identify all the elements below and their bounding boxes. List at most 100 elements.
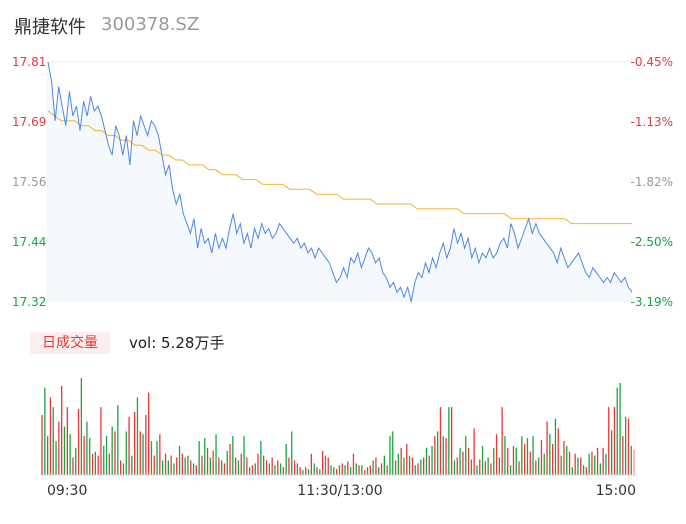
volume-bar bbox=[122, 463, 125, 475]
volume-bar bbox=[585, 467, 587, 475]
volume-bar bbox=[117, 405, 119, 475]
volume-bar bbox=[305, 467, 307, 475]
volume-bar bbox=[473, 428, 475, 475]
volume-bar bbox=[187, 455, 189, 475]
volume-bar bbox=[176, 457, 178, 475]
volume-bar bbox=[439, 407, 442, 475]
volume-bar bbox=[428, 455, 430, 475]
volume-bar bbox=[602, 447, 604, 475]
volume-bar bbox=[265, 460, 268, 475]
volume-bar bbox=[451, 407, 453, 475]
volume-bar bbox=[190, 460, 192, 475]
volume-bar bbox=[254, 463, 256, 475]
volume-bar bbox=[619, 382, 621, 475]
volume-bar bbox=[324, 455, 327, 475]
volume-bar bbox=[257, 453, 259, 475]
volume-bar bbox=[162, 460, 164, 475]
volume-bar bbox=[316, 467, 318, 475]
volume-bar bbox=[198, 441, 200, 475]
price-tick-label: 17.32 bbox=[12, 295, 46, 309]
volume-bar bbox=[361, 465, 363, 475]
volume-bar bbox=[493, 447, 495, 475]
volume-bar bbox=[532, 436, 534, 475]
volume-bar bbox=[350, 467, 352, 475]
volume-bar bbox=[293, 460, 296, 475]
volume-bar bbox=[611, 430, 613, 475]
volume-bar bbox=[150, 441, 153, 475]
volume-bar bbox=[633, 449, 635, 475]
volume-bar bbox=[125, 431, 127, 475]
volume-bar bbox=[120, 460, 122, 475]
volume-bar bbox=[223, 463, 226, 475]
time-tick-label: 15:00 bbox=[596, 483, 636, 499]
volume-bar bbox=[195, 465, 197, 475]
volume-bar bbox=[338, 465, 341, 475]
volume-bar bbox=[66, 407, 68, 475]
volume-bar bbox=[495, 434, 498, 475]
volume-bar bbox=[271, 457, 273, 475]
price-tick-label: 17.81 bbox=[12, 55, 46, 69]
volume-bar bbox=[431, 445, 433, 475]
volume-bar bbox=[509, 465, 512, 475]
volume-bar bbox=[142, 434, 144, 475]
volume-bar bbox=[327, 457, 329, 475]
percent-tick-label: -3.19% bbox=[631, 295, 673, 309]
volume-bar bbox=[302, 470, 304, 475]
volume-bar bbox=[456, 457, 458, 475]
volume-prefix: vol: bbox=[129, 334, 162, 352]
volume-bar bbox=[296, 463, 298, 475]
volume-bar bbox=[319, 469, 321, 475]
volume-bar bbox=[355, 463, 357, 475]
volume-bar bbox=[563, 441, 565, 475]
volume-bar bbox=[86, 421, 88, 475]
volume-bar bbox=[322, 450, 324, 476]
volume-bar bbox=[400, 447, 402, 475]
volume-bar bbox=[170, 455, 172, 475]
volume-bar bbox=[178, 445, 181, 475]
volume-bar bbox=[594, 455, 596, 475]
volume-bar bbox=[524, 444, 526, 475]
volume-bar bbox=[425, 447, 428, 475]
volume-bar bbox=[69, 434, 71, 475]
volume-bar bbox=[605, 453, 607, 475]
volume-bar bbox=[251, 465, 254, 475]
percent-tick-label: -1.13% bbox=[631, 115, 673, 129]
volume-bar bbox=[378, 467, 380, 475]
price-line bbox=[47, 61, 633, 303]
volume-bar bbox=[83, 436, 85, 475]
average-price-line bbox=[47, 110, 632, 225]
price-tick-label: 17.56 bbox=[12, 175, 46, 189]
volume-bar bbox=[501, 407, 503, 475]
volume-bar bbox=[574, 453, 576, 475]
volume-bar bbox=[599, 463, 601, 475]
volume-bar bbox=[184, 457, 186, 475]
volume-bar bbox=[94, 451, 96, 475]
volume-bar bbox=[465, 436, 467, 475]
volume-bar bbox=[105, 436, 108, 475]
volume-bar bbox=[627, 418, 630, 475]
volume-bar bbox=[97, 455, 99, 475]
volume-bar bbox=[591, 451, 593, 475]
price-tick-label: 17.44 bbox=[12, 235, 46, 249]
volume-bar bbox=[414, 465, 416, 475]
percent-axis-labels: -0.45% -1.13% -1.82% -2.50% -3.19% bbox=[631, 55, 673, 309]
volume-bar bbox=[442, 436, 444, 475]
volume-bar bbox=[221, 460, 223, 475]
volume-bar bbox=[215, 434, 217, 475]
volume-bar bbox=[274, 465, 276, 475]
volume-bar bbox=[111, 426, 113, 475]
volume-bar bbox=[613, 407, 616, 475]
volume-bar bbox=[226, 450, 228, 476]
volume-bar bbox=[173, 463, 175, 475]
volume-bar bbox=[100, 407, 102, 475]
volume-bar bbox=[560, 455, 562, 475]
time-tick-label: 09:30 bbox=[47, 483, 87, 499]
volume-bar bbox=[445, 438, 447, 475]
volume-bar bbox=[330, 465, 332, 475]
volume-bar bbox=[417, 463, 419, 475]
volume-bar bbox=[577, 457, 579, 475]
volume-bar bbox=[91, 453, 94, 475]
volume-bar bbox=[89, 438, 91, 475]
volume-bar bbox=[145, 414, 147, 475]
